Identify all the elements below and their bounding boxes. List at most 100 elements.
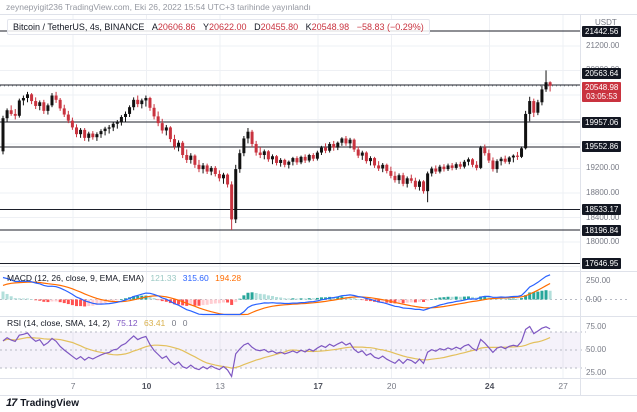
symbol-title[interactable]: Bitcoin / TetherUS, 4s, BINANCE — [13, 22, 145, 32]
candle-body — [201, 165, 205, 170]
macd-histogram-bar — [434, 298, 438, 300]
ohlc-low-label: D — [254, 22, 261, 32]
macd-histogram-bar — [250, 292, 254, 300]
candle-body — [458, 164, 462, 167]
macd-axis-tick: 0.00 — [586, 294, 602, 304]
macd-histogram-bar — [422, 299, 426, 302]
candle-body — [74, 127, 78, 135]
time-axis-tick: 24 — [484, 381, 495, 391]
price-axis-tick: 21200.00 — [586, 40, 620, 50]
candle-body — [479, 147, 483, 168]
macd-histogram-bar — [193, 299, 197, 306]
price-axis[interactable]: USDT 20548.98 03:05:53 21200.0020800.001… — [581, 14, 637, 395]
macd-histogram-bar — [234, 299, 238, 303]
ohlc-low-value: 20455.80 — [260, 22, 299, 32]
macd-histogram-bar — [115, 299, 119, 301]
macd-histogram-bar — [515, 298, 519, 300]
candle-body — [291, 158, 295, 162]
candle-body — [79, 129, 83, 135]
candle-body — [422, 181, 426, 192]
time-axis-tick: 13 — [215, 381, 225, 391]
candle-body — [50, 95, 54, 106]
candle-body — [356, 149, 360, 156]
macd-histogram-bar — [38, 299, 42, 301]
macd-histogram-bar — [356, 299, 360, 300]
macd-histogram-bar — [462, 296, 466, 300]
macd-histogram-bar — [499, 298, 503, 300]
candle-body — [503, 158, 507, 162]
candle-body — [193, 155, 197, 165]
candle-body — [66, 114, 70, 121]
macd-histogram-bar — [266, 295, 270, 300]
candle-body — [91, 133, 95, 138]
candle-body — [548, 82, 552, 86]
price-line-label: 19957.06 — [582, 116, 622, 128]
candle-body — [172, 139, 176, 147]
candle-body — [287, 161, 291, 165]
price-line-label: 19552.86 — [582, 141, 622, 153]
candle-body — [373, 158, 377, 166]
candle-body — [344, 138, 348, 144]
candle-body — [409, 178, 413, 181]
time-axis-tick: 10 — [141, 381, 152, 391]
macd-histogram-bar — [548, 290, 552, 300]
candle-body — [520, 148, 524, 157]
tradingview-footer[interactable]: 17 TradingView — [6, 397, 79, 409]
macd-histogram-bar — [381, 299, 385, 303]
macd-histogram-bar — [426, 299, 430, 301]
tradingview-brand: TradingView — [20, 397, 79, 409]
ohlc-high-label: Y — [202, 22, 209, 32]
candle-body — [128, 107, 132, 114]
ohlc-close-value: 20548.98 — [311, 22, 350, 32]
candle-body — [348, 139, 352, 144]
candle-body — [495, 161, 499, 170]
candle-body — [181, 142, 185, 156]
candle-body — [352, 139, 356, 150]
candle-body — [430, 168, 434, 174]
macd-histogram-bar — [66, 299, 70, 305]
last-price-value: 20548.98 — [585, 82, 619, 92]
rsi-status-row[interactable]: RSI (14, close, SMA, 14, 2) 75.12 63.41 … — [7, 318, 188, 328]
candle-body — [528, 101, 532, 114]
macd-histogram-bar — [83, 299, 87, 307]
candle-body — [507, 157, 511, 162]
candle-body — [1, 118, 5, 152]
macd-histogram-bar — [393, 299, 397, 304]
macd-label[interactable]: MACD (12, 26, close, 9, EMA, EMA) — [7, 273, 144, 283]
candle-body — [532, 101, 536, 113]
price-axis-tick: 18000.00 — [586, 237, 620, 247]
candle-body — [197, 164, 201, 170]
macd-histogram-bar — [299, 298, 303, 300]
macd-histogram-bar — [111, 299, 115, 302]
macd-histogram-bar — [25, 298, 29, 300]
candle-countdown: 03:05:53 — [586, 91, 618, 101]
candle-body — [303, 156, 307, 161]
macd-axis-tick: 250.00 — [586, 275, 611, 285]
macd-histogram-bar — [242, 295, 246, 300]
macd-histogram-bar — [348, 296, 352, 300]
price-axis-tick: 18800.00 — [586, 188, 620, 198]
candle-body — [275, 156, 279, 163]
last-price-label: 20548.98 03:05:53 — [582, 81, 622, 102]
time-axis-tick: 7 — [70, 381, 76, 391]
rsi-label[interactable]: RSI (14, close, SMA, 14, 2) — [7, 318, 110, 328]
rsi-line — [2, 325, 551, 379]
candle-body — [340, 138, 344, 143]
tradingview-logo-icon: 17 — [6, 397, 17, 409]
macd-histogram-bar — [336, 296, 340, 300]
macd-histogram-bar — [368, 299, 372, 302]
symbol-legend[interactable]: Bitcoin / TetherUS, 4s, BINANCE A20606.8… — [7, 19, 430, 35]
macd-histogram-bar — [466, 296, 470, 300]
macd-histogram-bar — [413, 299, 417, 303]
macd-histogram-bar — [238, 298, 242, 300]
ohlc-high-value: 20622.00 — [209, 22, 247, 32]
candle-body — [95, 134, 99, 138]
candle-body — [332, 143, 336, 148]
macd-histogram-bar — [430, 299, 434, 300]
macd-status-row[interactable]: MACD (12, 26, close, 9, EMA, EMA) 121.33… — [7, 273, 241, 283]
publish-attribution: zeynepyigit236 TradingView.com, Eki 26, … — [6, 2, 311, 12]
candle-body — [499, 158, 503, 162]
macd-histogram-bar — [58, 299, 62, 303]
